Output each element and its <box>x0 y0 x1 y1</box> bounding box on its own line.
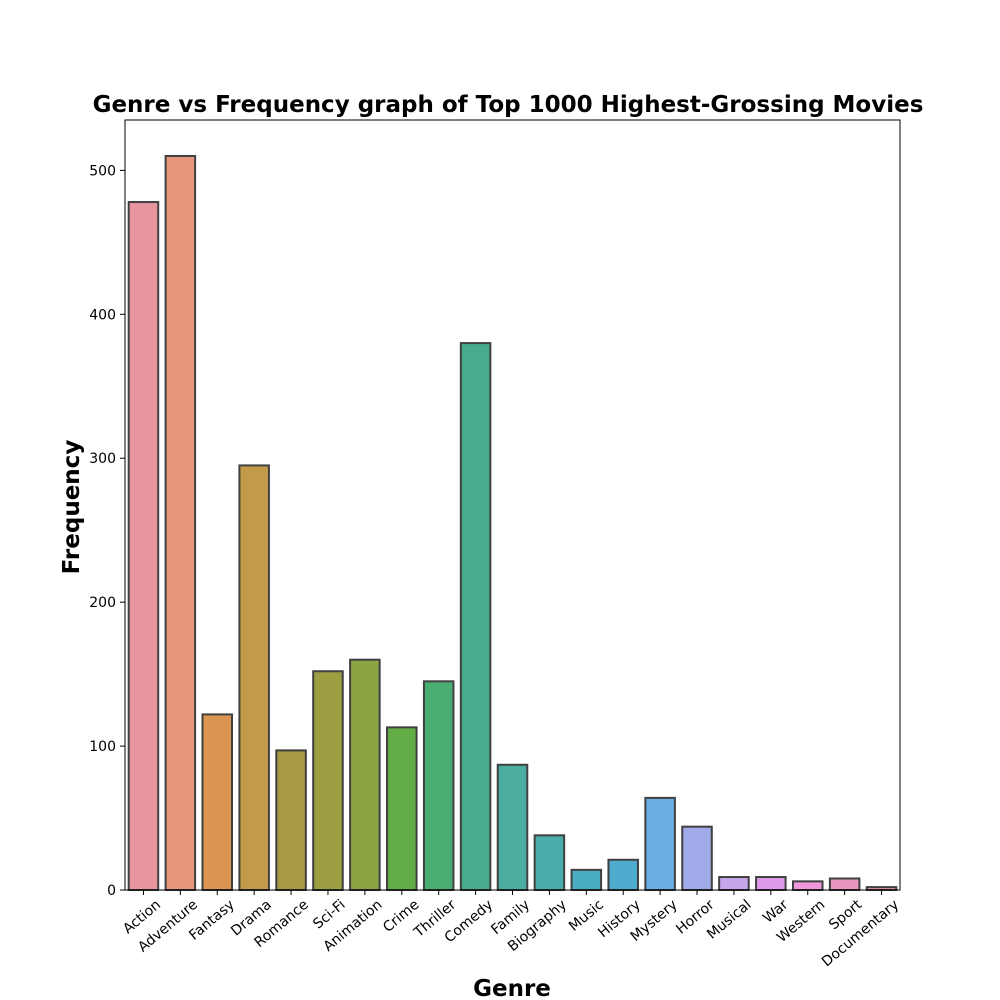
y-tick-label: 0 <box>107 883 116 899</box>
bar-musical <box>718 876 750 892</box>
y-tick-label: 400 <box>89 307 116 323</box>
plot-frame <box>124 119 901 891</box>
y-axis: 0 100 200 300 400 500 <box>89 163 125 899</box>
bar-mystery <box>644 796 676 892</box>
y-tick-label: 300 <box>89 451 116 467</box>
chart-title: Genre vs Frequency graph of Top 1000 Hig… <box>93 92 924 118</box>
bar-fantasy <box>201 713 234 891</box>
bars-group <box>127 154 898 892</box>
bar-thriller <box>422 680 455 891</box>
bar-sport <box>828 877 861 891</box>
bar-drama <box>238 464 270 891</box>
bar-crime <box>386 726 418 892</box>
bar-history <box>607 858 639 891</box>
bar-war <box>755 876 787 892</box>
bar-sci-fi <box>312 670 344 891</box>
bar-music <box>570 868 603 891</box>
bar-family <box>496 763 529 891</box>
y-tick-label: 200 <box>89 595 116 611</box>
bar-animation <box>349 658 381 891</box>
x-axis: ActionAdventureFantasyDramaRomanceSci-Fi… <box>120 890 902 970</box>
bar-western <box>791 880 824 892</box>
y-tick-label: 500 <box>89 163 116 179</box>
bar-action <box>127 201 160 892</box>
bar-adventure <box>164 154 197 891</box>
x-axis-label: Genre <box>473 976 551 1000</box>
y-tick-label: 100 <box>89 739 116 755</box>
bar-romance <box>275 749 307 891</box>
bar-biography <box>533 834 566 891</box>
y-axis-label: Frequency <box>59 440 85 575</box>
bar-comedy <box>459 342 492 891</box>
bar-horror <box>681 825 713 892</box>
